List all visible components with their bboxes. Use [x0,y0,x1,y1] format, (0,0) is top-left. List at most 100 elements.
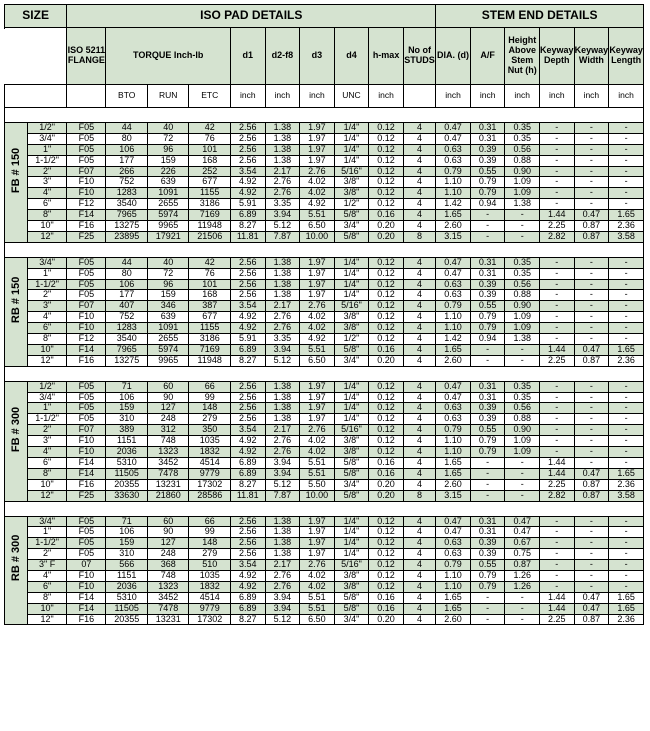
cell: 1-1/2" [28,414,67,425]
cell: - [574,301,609,312]
cell: 0.39 [470,155,505,166]
cell: 07 [67,560,106,571]
cell: 0.12 [369,301,404,312]
cell: - [574,549,609,560]
cell: 8 [403,231,435,242]
cell: 0.31 [470,516,505,527]
cell: 0.31 [470,123,505,134]
cell: 1.97 [300,381,335,392]
cell: 1" [28,527,67,538]
cell: 748 [147,570,189,581]
cell: 0.12 [369,403,404,414]
header-d3: d3 [300,28,335,85]
table-row: 3"F10115174810354.922.764.023/8"0.1241.1… [5,436,644,447]
cell: 1.38 [265,257,300,268]
cell: 752 [106,312,148,323]
cell: 4 [403,301,435,312]
cell: F14 [67,468,106,479]
cell: 11505 [106,468,148,479]
cell: 0.56 [505,279,540,290]
cell: 1.10 [436,581,471,592]
header-height: Height Above Stem Nut (h) [505,28,540,85]
cell: - [574,403,609,414]
cell: 11.81 [230,490,265,501]
cell: - [540,425,575,436]
unit-unc: UNC [334,85,369,108]
cell: 17921 [147,231,189,242]
cell: 2.25 [540,355,575,366]
cell: 1283 [106,323,148,334]
cell: 6.50 [300,355,335,366]
table-row: 6"F102036132318324.922.764.023/8"0.1241.… [5,581,644,592]
cell: 5.91 [230,334,265,345]
cell: 4 [403,123,435,134]
cell: - [574,188,609,199]
cell: 566 [106,560,148,571]
cell: 12" [28,490,67,501]
cell: 1.38 [265,516,300,527]
cell: 3/8" [334,581,369,592]
cell: F05 [67,268,106,279]
table-row: 1-1/2"F05106961012.561.381.971/4"0.1240.… [5,279,644,290]
cell: - [609,403,644,414]
cell: 1/4" [334,549,369,560]
cell: 5310 [106,592,148,603]
cell: 3/8" [334,447,369,458]
table-row: 8"F123540265531865.913.354.921/2"0.1241.… [5,334,644,345]
cell: - [609,436,644,447]
cell: 101 [189,144,231,155]
cell: F16 [67,479,106,490]
cell: 148 [189,538,231,549]
cell: F10 [67,570,106,581]
cell: 4.02 [300,570,335,581]
cell: - [540,133,575,144]
cell: 1/4" [334,279,369,290]
cell: 7169 [189,210,231,221]
cell: 4.02 [300,436,335,447]
cell: 2.56 [230,133,265,144]
cell: 3/4" [334,221,369,232]
table-row: 2"F073893123503.542.172.765/16"0.1240.79… [5,425,644,436]
cell: 3.58 [609,490,644,501]
cell: 2.17 [265,166,300,177]
cell: - [574,334,609,345]
cell: 5.50 [300,479,335,490]
cell: 5/16" [334,166,369,177]
cell: 4 [403,312,435,323]
cell: 1.97 [300,144,335,155]
cell: 0.87 [574,231,609,242]
cell: 0.12 [369,188,404,199]
cell: 1.26 [505,570,540,581]
cell: 2.17 [265,560,300,571]
cell: - [470,603,505,614]
cell: 1-1/2" [28,155,67,166]
cell: 168 [189,155,231,166]
cell: 2.56 [230,414,265,425]
cell: 2" [28,166,67,177]
cell: 1.97 [300,268,335,279]
cell: - [540,381,575,392]
cell: 72 [147,133,189,144]
unit-inch: inch [300,85,335,108]
cell: - [540,581,575,592]
table-row: 6"F145310345245146.893.945.515/8"0.1641.… [5,457,644,468]
cell: 2.36 [609,355,644,366]
cell: - [470,231,505,242]
cell: F10 [67,436,106,447]
cell: - [540,155,575,166]
cell: 1/4" [334,392,369,403]
cell: 6.50 [300,614,335,625]
cell: 0.87 [574,490,609,501]
cell: 1.97 [300,549,335,560]
cell: 3" [28,301,67,312]
cell: 12" [28,355,67,366]
cell: 0.94 [470,199,505,210]
cell: 1/4" [334,403,369,414]
cell: 72 [147,268,189,279]
cell: 0.47 [436,257,471,268]
cell: 748 [147,436,189,447]
cell: 1.97 [300,155,335,166]
cell: 3.35 [265,199,300,210]
cell: 0.12 [369,516,404,527]
cell: - [609,188,644,199]
